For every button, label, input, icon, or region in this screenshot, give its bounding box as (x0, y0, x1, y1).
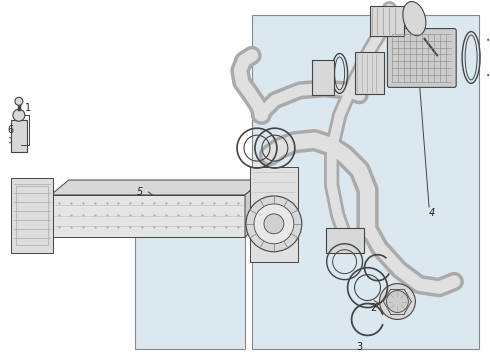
FancyBboxPatch shape (312, 60, 334, 95)
Circle shape (15, 97, 23, 105)
Circle shape (254, 204, 294, 244)
Circle shape (246, 196, 302, 252)
FancyBboxPatch shape (252, 15, 479, 348)
Text: 4: 4 (429, 208, 436, 218)
Text: 2: 2 (370, 302, 377, 312)
FancyBboxPatch shape (326, 228, 364, 253)
Text: 5: 5 (137, 187, 144, 197)
Polygon shape (51, 180, 263, 195)
Circle shape (379, 284, 416, 319)
FancyBboxPatch shape (250, 167, 298, 262)
Polygon shape (51, 195, 245, 237)
Circle shape (387, 291, 408, 312)
Text: 6: 6 (8, 125, 14, 135)
Polygon shape (245, 180, 263, 237)
FancyBboxPatch shape (388, 28, 456, 87)
Ellipse shape (403, 1, 426, 36)
Circle shape (264, 214, 284, 234)
FancyBboxPatch shape (11, 178, 53, 253)
FancyBboxPatch shape (355, 53, 385, 94)
Text: 1: 1 (25, 103, 31, 113)
FancyBboxPatch shape (369, 6, 404, 36)
Text: 3: 3 (357, 342, 363, 352)
FancyBboxPatch shape (11, 120, 27, 152)
FancyBboxPatch shape (135, 187, 245, 348)
Circle shape (13, 109, 25, 121)
